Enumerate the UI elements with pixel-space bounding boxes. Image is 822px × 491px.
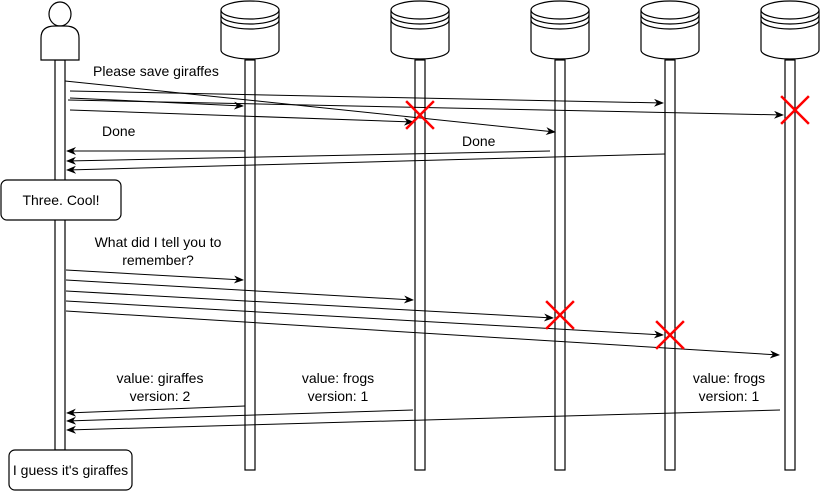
query-label-line2: remember? <box>122 252 194 268</box>
write-arrow-db3 <box>64 80 556 136</box>
save-request-label: Please save giraffes <box>93 63 219 79</box>
db2-lifeline <box>414 59 426 471</box>
ack-arrow-db3 <box>66 150 551 165</box>
write-arrow-db4 <box>69 90 664 107</box>
db1-lifeline <box>244 59 256 471</box>
resp-arrow-db1 <box>66 405 246 417</box>
note-guess-text: I guess it's giraffes <box>13 462 128 478</box>
read-arrow-db3 <box>65 290 554 322</box>
read-arrow-db4 <box>65 300 664 339</box>
ack-arrow-db4 <box>66 153 666 174</box>
query-label-line1: What did I tell you to <box>95 234 222 250</box>
failure-x-icon <box>405 100 435 130</box>
done-label-1: Done <box>102 123 136 139</box>
database-icon <box>530 0 590 60</box>
read-arrow-db2 <box>65 279 414 304</box>
response-a-line1: value: giraffes <box>117 370 204 386</box>
database-icon <box>640 0 700 60</box>
database-icon <box>390 0 450 60</box>
write-arrow-db2 <box>69 109 414 126</box>
database-icon <box>760 0 820 60</box>
read-arrow-db5 <box>65 310 780 359</box>
response-b-line1: value: frogs <box>302 370 374 386</box>
client-lifeline <box>54 59 66 451</box>
response-b-line2: version: 1 <box>308 388 369 404</box>
note-three-cool: Three. Cool! <box>0 179 122 221</box>
database-icon <box>220 0 280 60</box>
failure-x-icon <box>780 95 810 125</box>
note-guess: I guess it's giraffes <box>8 449 133 491</box>
person-icon <box>40 1 80 61</box>
db3-lifeline <box>554 59 566 471</box>
read-arrow-db1 <box>65 269 244 284</box>
response-a-line2: version: 2 <box>130 388 191 404</box>
done-label-2: Done <box>462 133 496 149</box>
response-c-line2: version: 1 <box>699 388 760 404</box>
db5-lifeline <box>784 59 796 471</box>
failure-x-icon <box>655 320 685 350</box>
note-three-cool-text: Three. Cool! <box>22 192 99 208</box>
write-arrow-db5 <box>67 99 784 119</box>
resp-arrow-db5 <box>66 409 781 434</box>
failure-x-icon <box>545 300 575 330</box>
db4-lifeline <box>664 59 676 471</box>
resp-arrow-db2 <box>66 409 414 425</box>
response-c-line1: value: frogs <box>693 370 765 386</box>
